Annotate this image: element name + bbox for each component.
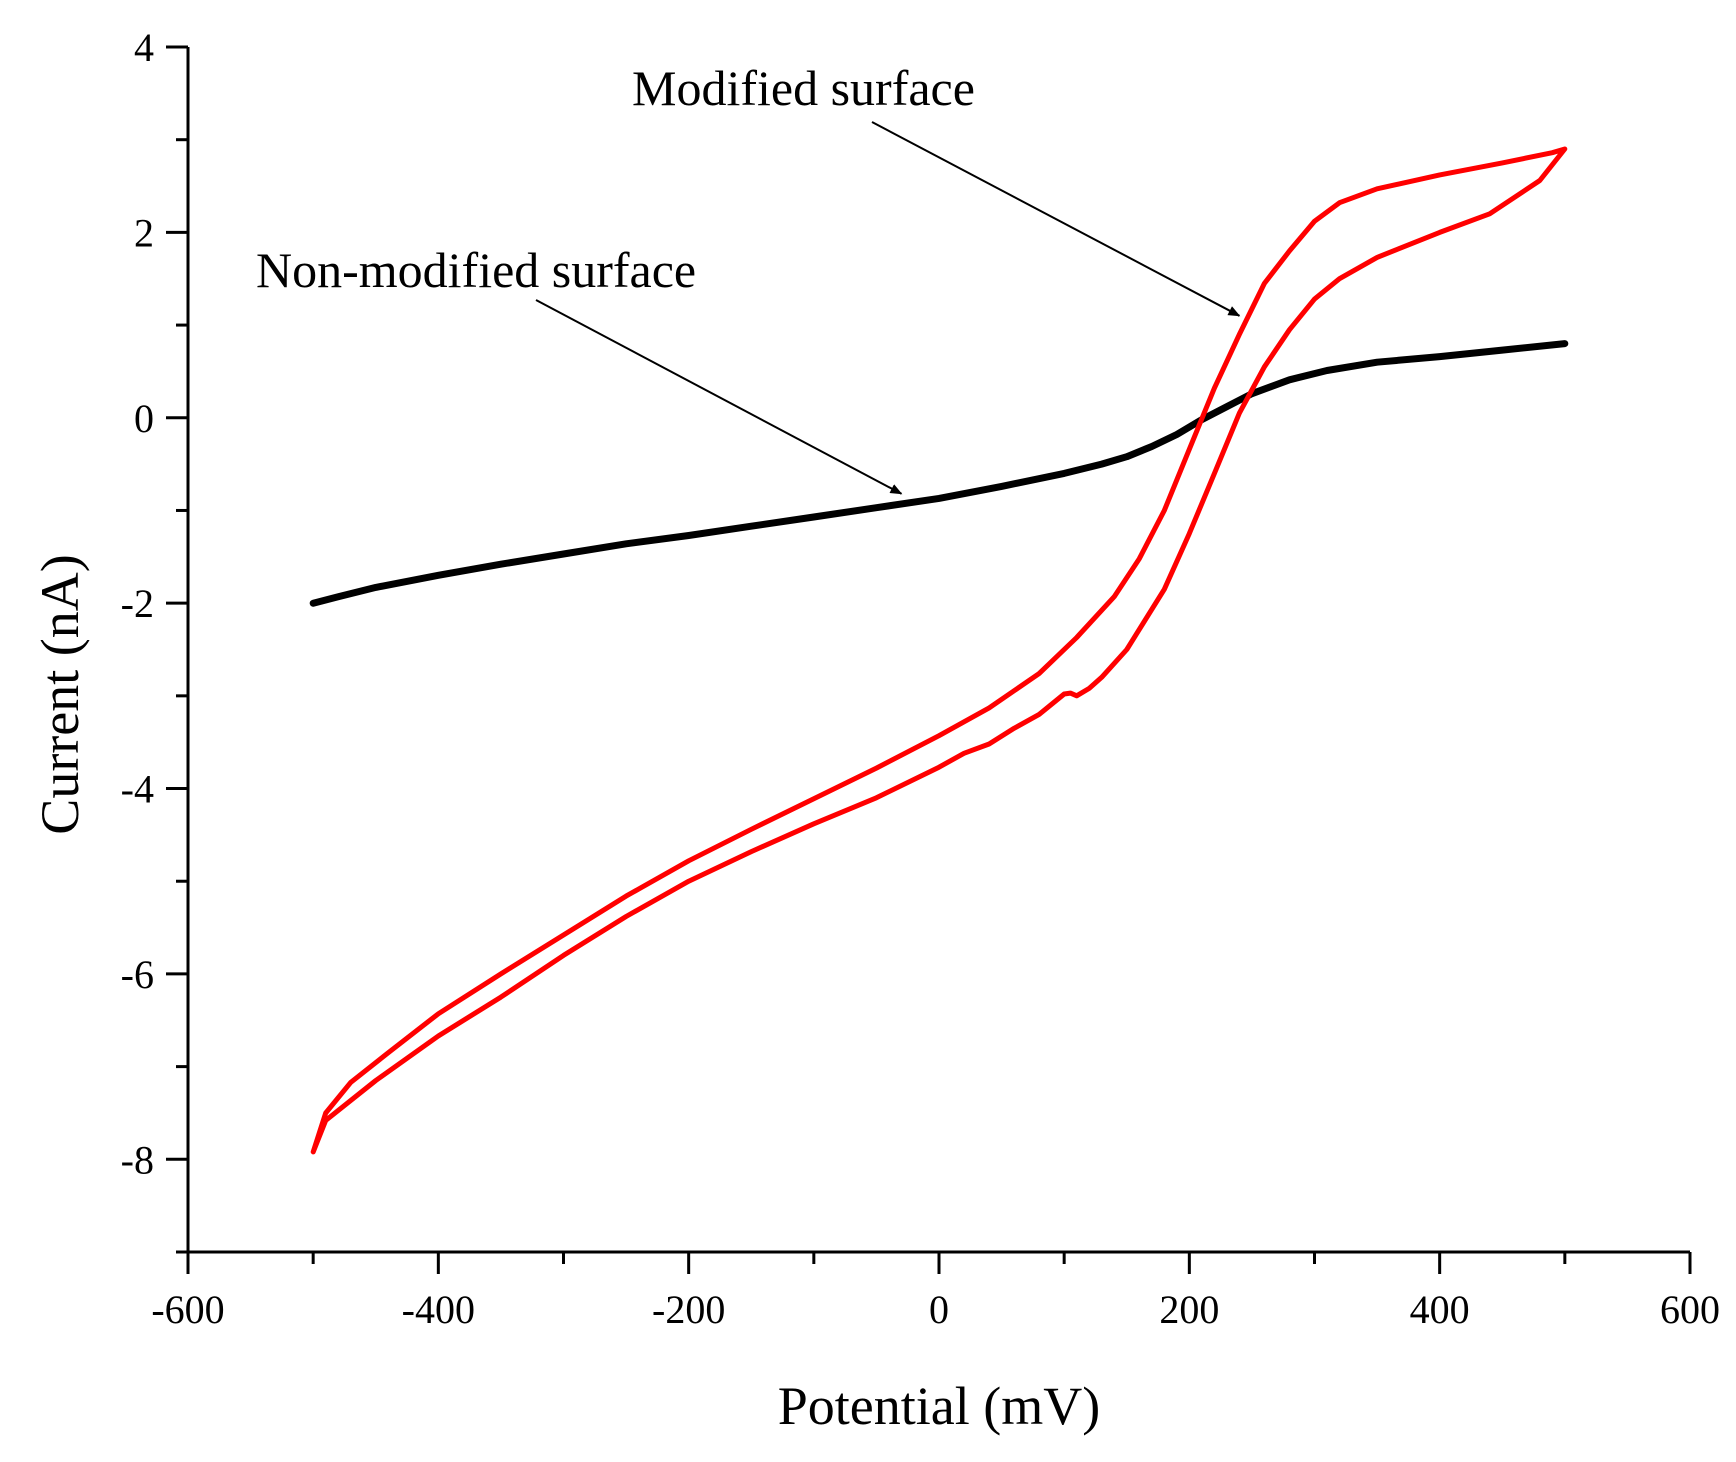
- x-tick-label: 0: [929, 1287, 949, 1332]
- x-tick-label: -600: [151, 1287, 224, 1332]
- x-axis-title: Potential (mV): [778, 1376, 1100, 1436]
- annotation-arrow-modified: [871, 121, 1241, 317]
- y-tick-label: -6: [121, 952, 154, 997]
- x-tick-label: 600: [1660, 1287, 1720, 1332]
- x-tick-label: 200: [1159, 1287, 1219, 1332]
- y-tick-label: 0: [134, 396, 154, 441]
- annotation-modified-surface: Modified surface: [632, 60, 975, 116]
- y-axis-title: Current (nA): [30, 554, 90, 834]
- plot-area: [309, 146, 1569, 1155]
- x-tick-label: -200: [652, 1287, 725, 1332]
- annotations: Modified surface Non-modified surface: [256, 60, 1241, 495]
- y-tick-label: 2: [134, 210, 154, 255]
- annotation-arrow-non-modified: [535, 299, 903, 495]
- annotation-non-modified-surface: Non-modified surface: [256, 242, 696, 298]
- series-line-non-modified: [309, 340, 1569, 607]
- x-tick-label: 400: [1410, 1287, 1470, 1332]
- y-tick-label: -4: [121, 767, 154, 812]
- y-tick-label: 4: [134, 25, 154, 70]
- y-tick-label: -2: [121, 581, 154, 626]
- x-tick-label: -400: [402, 1287, 475, 1332]
- series-line-modified: [310, 146, 1568, 1155]
- axes: -600 -400 -200 0 200 400 600 -8 -6 -4 -2 0 2 4: [121, 25, 1720, 1332]
- y-tick-label: -8: [121, 1137, 154, 1182]
